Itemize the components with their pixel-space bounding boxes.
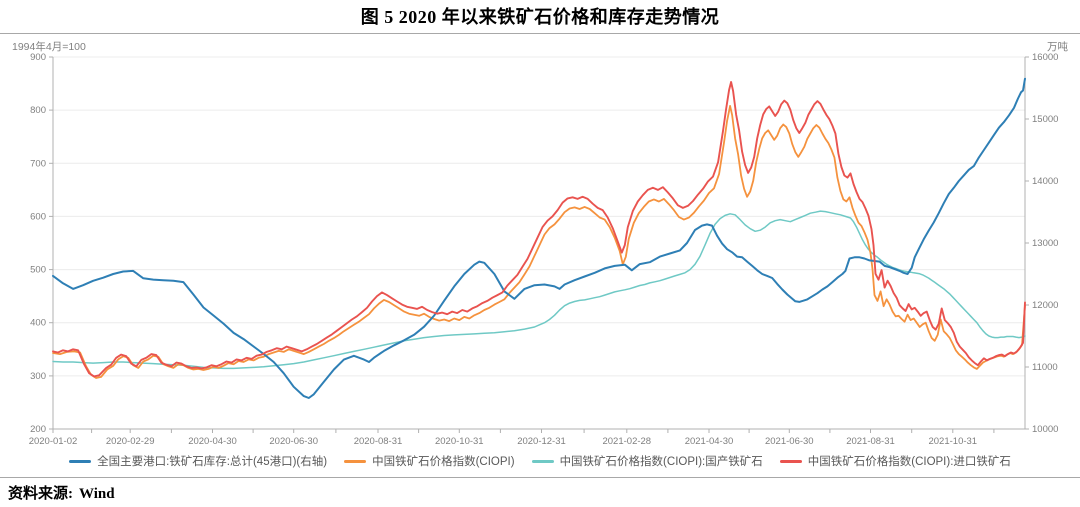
x-tick-label: 2021-02-28 bbox=[602, 436, 651, 447]
x-tick-label: 2021-10-31 bbox=[928, 436, 977, 447]
figure-title: 图 5 2020 年以来铁矿石价格和库存走势情况 bbox=[360, 7, 720, 27]
series-line-1 bbox=[52, 77, 1026, 399]
left-axis-unit-label: 1994年4月=100 bbox=[12, 41, 86, 53]
x-tick-label: 2020-01-02 bbox=[29, 436, 78, 447]
legend-label: 中国铁矿石价格指数(CIOPI):国产铁矿石 bbox=[559, 456, 763, 468]
x-tick-label: 2020-12-31 bbox=[517, 436, 566, 447]
source-value: Wind bbox=[79, 486, 115, 502]
x-tick-label: 2020-08-31 bbox=[354, 436, 403, 447]
legend-label: 中国铁矿石价格指数(CIOPI):进口铁矿石 bbox=[807, 456, 1011, 468]
y-right-tick-label: 15000 bbox=[1032, 114, 1058, 125]
x-tick-label: 2020-06-30 bbox=[269, 436, 318, 447]
x-tick-label: 2020-10-31 bbox=[435, 436, 484, 447]
data-source: 资料来源: Wind bbox=[8, 482, 115, 503]
x-tick-label: 2020-04-30 bbox=[188, 436, 237, 447]
y-left-tick-label: 800 bbox=[30, 105, 46, 116]
x-tick-label: 2021-08-31 bbox=[846, 436, 895, 447]
series-line-2 bbox=[52, 105, 1026, 379]
bottom-divider bbox=[0, 477, 1080, 478]
y-right-tick-label: 13000 bbox=[1032, 238, 1058, 249]
top-divider bbox=[0, 33, 1080, 34]
legend-item-2: 中国铁矿石价格指数(CIOPI) bbox=[344, 453, 515, 469]
y-right-tick-label: 10000 bbox=[1032, 424, 1058, 435]
y-left-tick-label: 200 bbox=[30, 424, 46, 435]
chart-legend: 全国主要港口:铁矿石库存:总计(45港口)(右轴) 中国铁矿石价格指数(CIOPI… bbox=[0, 453, 1080, 469]
right-axis-unit-label: 万吨 bbox=[1047, 41, 1068, 53]
legend-line-swatch-icon bbox=[531, 459, 554, 463]
x-tick-label: 2021-06-30 bbox=[765, 436, 814, 447]
line-chart: 900 800 700 600 500 400 300 200 16000 15000 14000 1… bbox=[29, 52, 1059, 447]
y-right-tick-label: 14000 bbox=[1032, 176, 1058, 187]
legend-item-1: 全国主要港口:铁矿石库存:总计(45港口)(右轴) bbox=[69, 453, 327, 469]
y-left-tick-label: 900 bbox=[30, 52, 46, 63]
y-right-tick-label: 16000 bbox=[1032, 52, 1058, 63]
y-left-tick-label: 400 bbox=[30, 318, 46, 329]
x-tick-label: 2021-04-30 bbox=[685, 436, 734, 447]
legend-item-3: 中国铁矿石价格指数(CIOPI):国产铁矿石 bbox=[531, 453, 763, 469]
series-line-3 bbox=[52, 210, 1026, 370]
x-tick-label: 2020-02-29 bbox=[106, 436, 155, 447]
y-left-tick-label: 600 bbox=[30, 211, 46, 222]
legend-label: 中国铁矿石价格指数(CIOPI) bbox=[372, 456, 515, 468]
y-right-tick-label: 12000 bbox=[1032, 300, 1058, 311]
source-label: 资料来源: bbox=[8, 486, 73, 502]
legend-item-4: 中国铁矿石价格指数(CIOPI):进口铁矿石 bbox=[779, 453, 1011, 469]
legend-line-swatch-icon bbox=[779, 459, 802, 463]
y-left-tick-label: 700 bbox=[30, 158, 46, 169]
y-left-tick-label: 500 bbox=[30, 265, 46, 276]
series-line-4 bbox=[52, 81, 1026, 378]
legend-line-swatch-icon bbox=[69, 459, 92, 463]
y-left-tick-label: 300 bbox=[30, 371, 46, 382]
legend-line-swatch-icon bbox=[344, 459, 367, 463]
y-right-tick-label: 11000 bbox=[1032, 362, 1058, 373]
legend-label: 全国主要港口:铁矿石库存:总计(45港口)(右轴) bbox=[97, 456, 328, 468]
